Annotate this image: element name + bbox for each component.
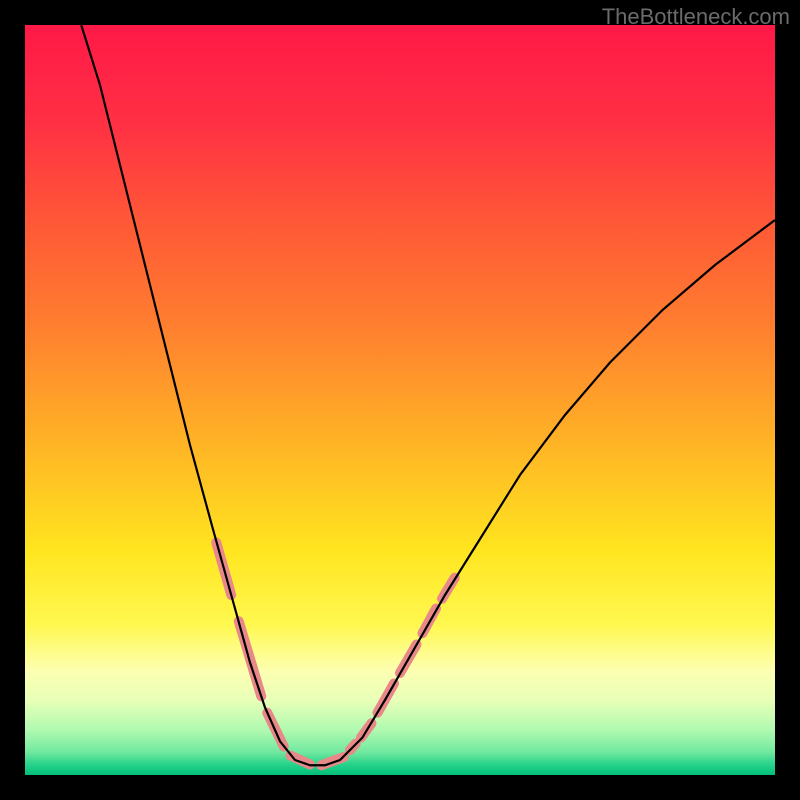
chart-svg — [0, 0, 800, 800]
plot-background — [25, 25, 775, 775]
chart-canvas: TheBottleneck.com — [0, 0, 800, 800]
watermark-text: TheBottleneck.com — [602, 4, 790, 30]
